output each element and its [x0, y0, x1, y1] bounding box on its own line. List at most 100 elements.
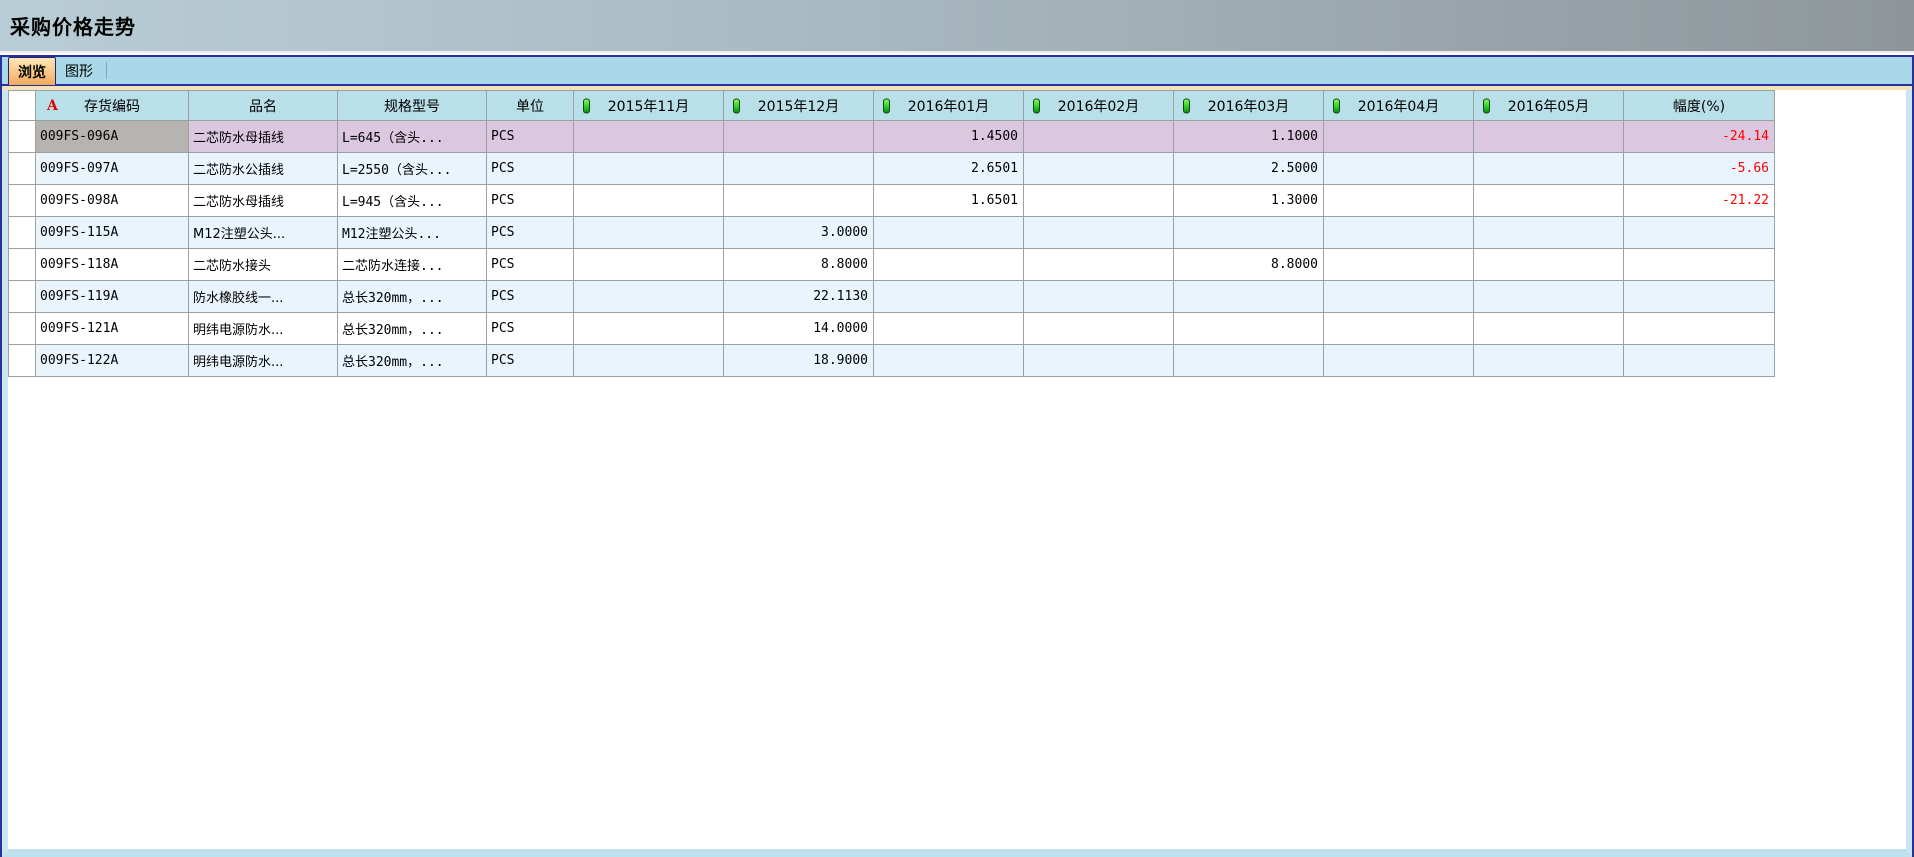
row-selector[interactable]	[8, 344, 36, 377]
cell-m201601[interactable]: 2.6501	[873, 152, 1024, 185]
column-header-code[interactable]: A 存货编码	[35, 90, 189, 121]
cell-name[interactable]: M12注塑公头...	[188, 216, 338, 249]
cell-spec[interactable]: L=945（含头...	[337, 184, 487, 217]
column-header-m201601[interactable]: 2016年01月	[873, 90, 1024, 121]
cell-range[interactable]	[1623, 312, 1775, 345]
cell-m201603[interactable]	[1173, 280, 1324, 313]
cell-m201512[interactable]: 8.8000	[723, 248, 874, 281]
cell-unit[interactable]: PCS	[486, 344, 574, 377]
cell-m201605[interactable]	[1473, 216, 1624, 249]
cell-m201511[interactable]	[573, 120, 724, 153]
cell-m201601[interactable]	[873, 216, 1024, 249]
cell-code[interactable]: 009FS-115A	[35, 216, 189, 249]
cell-range[interactable]	[1623, 216, 1775, 249]
tab-browse[interactable]: 浏览	[8, 57, 56, 85]
column-header-range[interactable]: 幅度(%)	[1623, 90, 1775, 121]
cell-m201603[interactable]	[1173, 312, 1324, 345]
cell-code[interactable]: 009FS-121A	[35, 312, 189, 345]
column-header-m201511[interactable]: 2015年11月	[573, 90, 724, 121]
cell-m201602[interactable]	[1023, 120, 1174, 153]
column-header-m201604[interactable]: 2016年04月	[1323, 90, 1474, 121]
cell-m201605[interactable]	[1473, 280, 1624, 313]
cell-m201605[interactable]	[1473, 184, 1624, 217]
cell-range[interactable]	[1623, 344, 1775, 377]
cell-m201512[interactable]	[723, 120, 874, 153]
cell-m201512[interactable]	[723, 152, 874, 185]
cell-spec[interactable]: 总长320mm，...	[337, 280, 487, 313]
cell-spec[interactable]: 二芯防水连接...	[337, 248, 487, 281]
cell-name[interactable]: 防水橡胶线一...	[188, 280, 338, 313]
cell-m201604[interactable]	[1323, 152, 1474, 185]
cell-m201602[interactable]	[1023, 248, 1174, 281]
column-header-m201603[interactable]: 2016年03月	[1173, 90, 1324, 121]
cell-spec[interactable]: 总长320mm，...	[337, 344, 487, 377]
row-selector[interactable]	[8, 184, 36, 217]
cell-m201512[interactable]: 22.1130	[723, 280, 874, 313]
cell-m201601[interactable]	[873, 312, 1024, 345]
cell-spec[interactable]: L=2550（含头...	[337, 152, 487, 185]
cell-m201511[interactable]	[573, 216, 724, 249]
cell-name[interactable]: 二芯防水母插线	[188, 120, 338, 153]
cell-m201602[interactable]	[1023, 280, 1174, 313]
row-selector[interactable]	[8, 248, 36, 281]
cell-m201605[interactable]	[1473, 248, 1624, 281]
column-header-m201512[interactable]: 2015年12月	[723, 90, 874, 121]
cell-range[interactable]: -21.22	[1623, 184, 1775, 217]
cell-m201511[interactable]	[573, 344, 724, 377]
cell-code[interactable]: 009FS-096A	[35, 120, 189, 153]
row-selector[interactable]	[8, 216, 36, 249]
cell-m201602[interactable]	[1023, 152, 1174, 185]
cell-code[interactable]: 009FS-122A	[35, 344, 189, 377]
cell-m201601[interactable]: 1.4500	[873, 120, 1024, 153]
cell-m201511[interactable]	[573, 248, 724, 281]
cell-name[interactable]: 二芯防水接头	[188, 248, 338, 281]
cell-code[interactable]: 009FS-098A	[35, 184, 189, 217]
column-header-spec[interactable]: 规格型号	[337, 90, 487, 121]
cell-name[interactable]: 明纬电源防水...	[188, 312, 338, 345]
cell-m201601[interactable]: 1.6501	[873, 184, 1024, 217]
cell-unit[interactable]: PCS	[486, 120, 574, 153]
cell-m201511[interactable]	[573, 312, 724, 345]
cell-m201605[interactable]	[1473, 312, 1624, 345]
cell-m201511[interactable]	[573, 152, 724, 185]
cell-m201602[interactable]	[1023, 344, 1174, 377]
cell-m201604[interactable]	[1323, 280, 1474, 313]
cell-m201511[interactable]	[573, 280, 724, 313]
cell-m201511[interactable]	[573, 184, 724, 217]
cell-spec[interactable]: L=645（含头...	[337, 120, 487, 153]
cell-m201605[interactable]	[1473, 344, 1624, 377]
row-selector[interactable]	[8, 152, 36, 185]
cell-range[interactable]: -24.14	[1623, 120, 1775, 153]
column-header-m201602[interactable]: 2016年02月	[1023, 90, 1174, 121]
cell-m201603[interactable]: 2.5000	[1173, 152, 1324, 185]
cell-m201603[interactable]	[1173, 216, 1324, 249]
column-header-name[interactable]: 品名	[188, 90, 338, 121]
cell-m201605[interactable]	[1473, 120, 1624, 153]
cell-m201512[interactable]: 18.9000	[723, 344, 874, 377]
cell-spec[interactable]: M12注塑公头...	[337, 216, 487, 249]
tab-graph[interactable]: 图形	[56, 57, 102, 84]
cell-unit[interactable]: PCS	[486, 248, 574, 281]
cell-m201602[interactable]	[1023, 184, 1174, 217]
cell-m201602[interactable]	[1023, 216, 1174, 249]
cell-code[interactable]: 009FS-118A	[35, 248, 189, 281]
cell-m201601[interactable]	[873, 280, 1024, 313]
cell-m201601[interactable]	[873, 344, 1024, 377]
cell-m201603[interactable]: 8.8000	[1173, 248, 1324, 281]
cell-name[interactable]: 二芯防水公插线	[188, 152, 338, 185]
column-header-unit[interactable]: 单位	[486, 90, 574, 121]
row-selector[interactable]	[8, 312, 36, 345]
cell-m201604[interactable]	[1323, 216, 1474, 249]
row-selector[interactable]	[8, 280, 36, 313]
cell-spec[interactable]: 总长320mm，...	[337, 312, 487, 345]
cell-m201601[interactable]	[873, 248, 1024, 281]
cell-range[interactable]: -5.66	[1623, 152, 1775, 185]
cell-unit[interactable]: PCS	[486, 280, 574, 313]
cell-unit[interactable]: PCS	[486, 152, 574, 185]
cell-m201602[interactable]	[1023, 312, 1174, 345]
column-header-m201605[interactable]: 2016年05月	[1473, 90, 1624, 121]
cell-m201604[interactable]	[1323, 248, 1474, 281]
cell-unit[interactable]: PCS	[486, 184, 574, 217]
cell-range[interactable]	[1623, 280, 1775, 313]
row-selector[interactable]	[8, 120, 36, 153]
